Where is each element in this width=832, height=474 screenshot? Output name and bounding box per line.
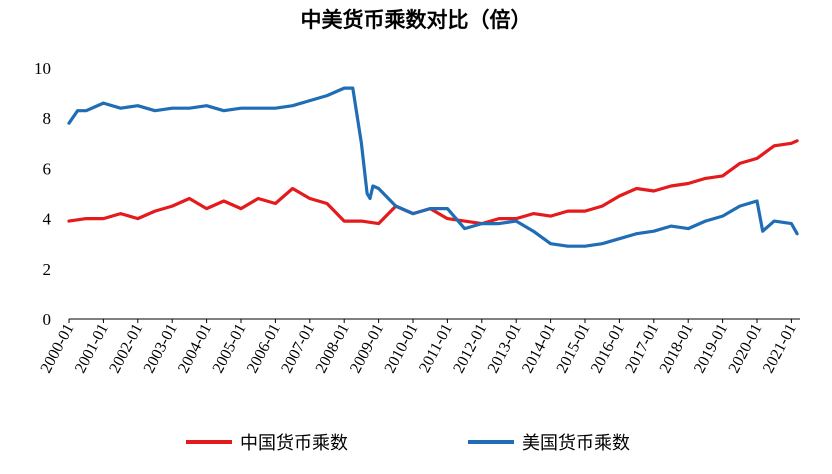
axes: 02468102000-012001-012002-012003-012004-…: [34, 59, 800, 376]
legend-label-china: 中国货币乘数: [240, 433, 348, 454]
series-line-us: [67, 86, 799, 248]
chart-title: 中美货币乘数对比（倍）: [301, 7, 532, 32]
series-line-china: [67, 139, 799, 226]
legend-item-us: 美国货币乘数: [468, 433, 630, 454]
y-tick-label: 4: [43, 210, 52, 229]
y-tick-label: 2: [43, 260, 52, 279]
series-us: [67, 86, 799, 248]
y-tick-label: 8: [43, 109, 52, 128]
x-tick-label: 2021-01: [760, 321, 800, 376]
legend: 中国货币乘数 美国货币乘数: [186, 433, 630, 454]
legend-item-china: 中国货币乘数: [186, 433, 348, 454]
y-tick-label: 0: [43, 310, 52, 329]
legend-label-us: 美国货币乘数: [522, 433, 630, 454]
y-tick-label: 6: [43, 159, 52, 178]
series-layer: [67, 86, 799, 248]
y-tick-label: 10: [34, 59, 51, 78]
series-china: [67, 139, 799, 226]
